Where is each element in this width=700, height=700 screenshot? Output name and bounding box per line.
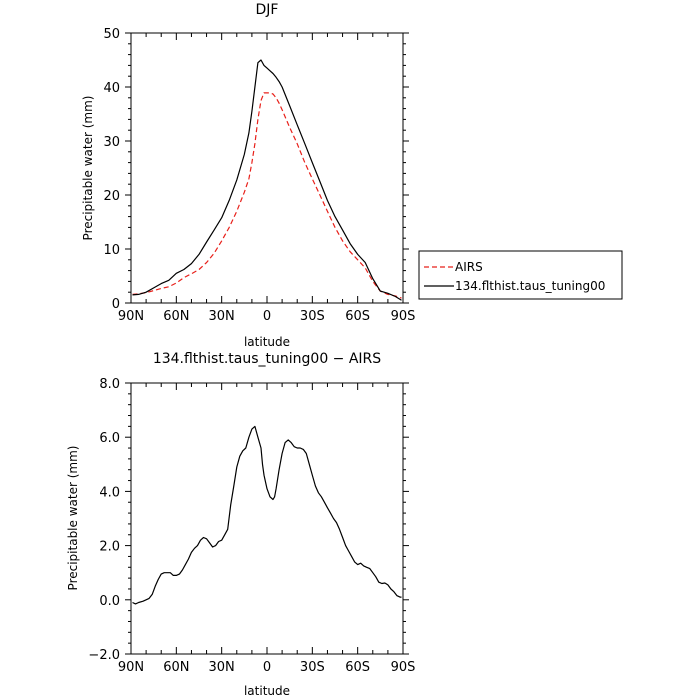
x-tick-label: 90S bbox=[391, 660, 416, 675]
y-tick-label: 0.0 bbox=[99, 594, 120, 609]
legend-label-airs: AIRS bbox=[455, 260, 483, 274]
x-tick-label: 30N bbox=[209, 309, 235, 324]
y-tick-label: 40 bbox=[103, 81, 120, 96]
x-tick-label: 60S bbox=[345, 660, 370, 675]
y-tick-label: 30 bbox=[103, 135, 120, 150]
x-tick-label: 60S bbox=[345, 309, 370, 324]
y-tick-label: 2.0 bbox=[99, 540, 120, 555]
series-line-1 bbox=[132, 59, 402, 301]
x-tick-label: 60N bbox=[163, 660, 189, 675]
legend: AIRS 134.flthist.taus_tuning00 bbox=[418, 250, 623, 300]
chart-title: DJF bbox=[256, 2, 279, 18]
y-axis-label: Precipitable water (mm) bbox=[81, 96, 95, 241]
y-tick-label: −2.0 bbox=[88, 648, 120, 663]
plot-frame bbox=[130, 32, 404, 304]
y-tick-label: 10 bbox=[103, 243, 120, 258]
y-tick-label: 20 bbox=[103, 189, 120, 204]
y-tick-label: 0 bbox=[112, 297, 120, 312]
y-tick-label: 6.0 bbox=[99, 431, 120, 446]
x-axis-label: latitude bbox=[244, 684, 290, 698]
x-tick-label: 90S bbox=[391, 309, 416, 324]
x-tick-label: 90N bbox=[118, 309, 144, 324]
x-tick-label: 90N bbox=[118, 660, 144, 675]
legend-box bbox=[418, 250, 623, 300]
panel-bottom: 134.flthist.taus_tuning00 − AIRS 90N 60N 3… bbox=[66, 351, 415, 698]
y-tick-label: 8.0 bbox=[99, 377, 120, 392]
x-tick-label: 0 bbox=[263, 309, 271, 324]
panel-top: DJF 90N 60N 30N 0 30S 60S 90S 0 10 20 30 40 50 latit… bbox=[81, 2, 415, 349]
series-line-0 bbox=[132, 425, 402, 605]
chart-title: 134.flthist.taus_tuning00 − AIRS bbox=[153, 351, 381, 367]
series-group bbox=[132, 59, 402, 301]
x-tick-label: 0 bbox=[263, 660, 271, 675]
y-tick-label: 4.0 bbox=[99, 485, 120, 500]
x-tick-label: 30S bbox=[300, 660, 325, 675]
axis-ticks: 90N 60N 30N 0 30S 60S 90S 0 10 20 30 40 50 bbox=[103, 27, 415, 324]
plot-frame bbox=[130, 382, 404, 655]
x-axis-label: latitude bbox=[244, 335, 290, 349]
axis-ticks: 90N 60N 30N 0 30S 60S 90S −2.0 0.0 2.0 4.0 6.0 8.0 bbox=[88, 377, 415, 675]
x-tick-label: 30N bbox=[209, 660, 235, 675]
legend-label-model: 134.flthist.taus_tuning00 bbox=[455, 279, 605, 293]
series-line-0 bbox=[132, 92, 402, 299]
y-tick-label: 50 bbox=[103, 27, 120, 42]
x-tick-label: 30S bbox=[300, 309, 325, 324]
series-group bbox=[132, 425, 402, 605]
y-axis-label: Precipitable water (mm) bbox=[66, 446, 80, 591]
x-tick-label: 60N bbox=[163, 309, 189, 324]
